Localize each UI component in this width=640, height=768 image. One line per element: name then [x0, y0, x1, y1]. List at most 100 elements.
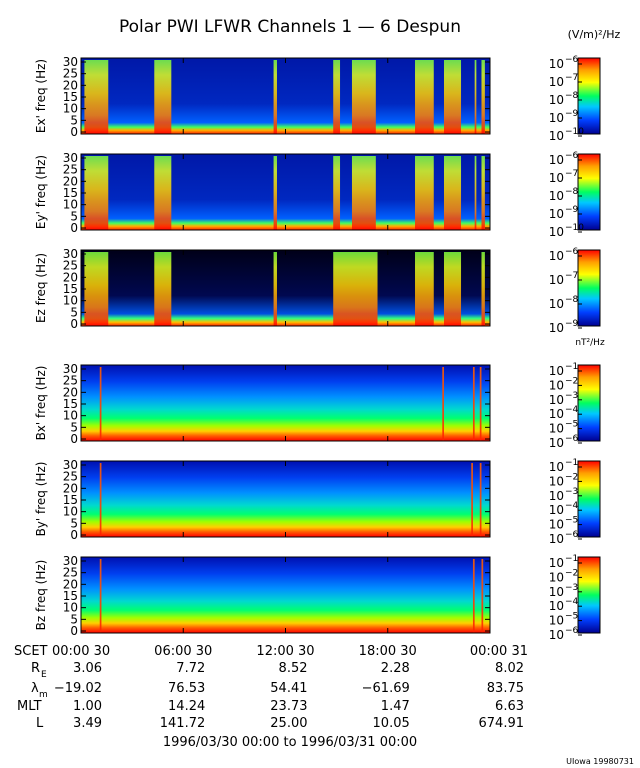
colorbar: [577, 153, 601, 231]
colorbar-tick-label: 10: [549, 93, 564, 107]
spectrogram-background: [81, 557, 490, 633]
y-tick-label: 30: [63, 554, 78, 568]
colorbar-tick-label: 10: [549, 153, 564, 167]
emission-burst-3: [479, 463, 482, 537]
emission-burst-7: [443, 156, 462, 230]
colorbar: [577, 57, 601, 135]
y-tick-label: 15: [63, 186, 78, 200]
ephemeris-mlt-value: 23.73: [270, 699, 307, 714]
y-axis-label: Bz freq (Hz): [34, 560, 48, 631]
y-tick-label: 10: [63, 601, 78, 615]
colorbar-tick-exponent: −5: [565, 612, 578, 622]
colorbar-tick-exponent: −3: [565, 583, 578, 593]
ephemeris-lambda_m-value: 76.53: [168, 681, 205, 696]
colorbar-tick-exponent: −7: [565, 271, 578, 281]
colorbar-tick-exponent: −2: [565, 472, 578, 482]
y-tick-label: 20: [63, 174, 78, 188]
emission-burst-3: [273, 156, 277, 230]
ephemeris-table: SCET R E λ m MLT L 00:00 30 06:00 30 12:00…: [14, 644, 528, 731]
y-tick-label: 0: [70, 221, 78, 235]
y-tick-label: 30: [63, 151, 78, 165]
colorbar: [577, 364, 601, 442]
colorbar-tick-label: 10: [549, 614, 564, 628]
y-tick-label: 25: [63, 374, 78, 388]
colorbar-tick-exponent: −2: [565, 568, 578, 578]
row-label-lambda-sub: m: [39, 690, 48, 700]
ephemeris-scet-value: 12:00 30: [256, 644, 314, 659]
colorbar-tick-exponent: −2: [565, 376, 578, 386]
colorbar-tick-label: 10: [549, 378, 564, 392]
y-tick-label: 5: [70, 305, 78, 319]
emission-burst-1: [99, 367, 102, 441]
credit-label: UIowa 19980731: [566, 757, 634, 766]
colorbar-tick-label: 10: [549, 75, 564, 89]
emission-burst-7: [443, 60, 462, 134]
colorbar-tick-label: 10: [549, 474, 564, 488]
y-tick-label: 20: [63, 577, 78, 591]
y-axis-label: By' freq (Hz): [34, 462, 48, 537]
colorbar-tick-exponent: −6: [565, 151, 579, 161]
y-tick-label: 25: [63, 163, 78, 177]
ephemeris-scet-value: 18:00 30: [359, 644, 417, 659]
colorbar-tick-label: 10: [549, 207, 564, 221]
ephemeris-mlt-value: 1.47: [381, 699, 410, 714]
y-tick-label: 0: [70, 528, 78, 542]
colorbar-tick-exponent: −5: [565, 516, 578, 526]
y-tick-label: 15: [63, 282, 78, 296]
emission-burst-1: [84, 252, 109, 326]
colorbar-tick-label: 10: [549, 57, 564, 71]
colorbar-tick-exponent: −6: [565, 55, 579, 65]
emission-burst-1: [84, 60, 109, 134]
emission-burst-9: [481, 60, 485, 134]
colorbar-tick-label: 10: [549, 321, 564, 335]
y-tick-label: 10: [63, 198, 78, 212]
ephemeris-re-value: 8.52: [279, 661, 308, 676]
emission-burst-1: [99, 463, 102, 537]
y-tick-label: 5: [70, 516, 78, 530]
y-tick-label: 20: [63, 270, 78, 284]
emission-burst-3: [472, 367, 475, 441]
colorbar-tick-label: 10: [549, 556, 564, 570]
emission-burst-5: [351, 60, 376, 134]
colorbar-tick-label: 10: [549, 111, 564, 125]
y-tick-label: 10: [63, 102, 78, 116]
emission-burst-6: [443, 252, 462, 326]
ephemeris-re-value: 2.28: [381, 661, 410, 676]
row-label-re-sub: E: [41, 670, 47, 680]
colorbar-tick-exponent: −8: [565, 91, 579, 101]
colorbar-tick-label: 10: [549, 171, 564, 185]
colorbar-tick-label: 10: [549, 189, 564, 203]
ephemeris-l-value: 3.49: [73, 716, 102, 731]
emission-burst-9: [481, 156, 485, 230]
colorbar-tick-label: 10: [549, 129, 564, 143]
colorbar-tick-label: 10: [549, 407, 564, 421]
figure-title: Polar PWI LFWR Channels 1 — 6 Despun: [119, 17, 461, 37]
colorbar-tick-label: 10: [549, 503, 564, 517]
y-tick-label: 15: [63, 589, 78, 603]
electric-units-label: (V/m)²/Hz: [568, 28, 621, 41]
emission-burst-6: [415, 60, 434, 134]
magnetic-units-label: nT²/Hz: [575, 338, 605, 348]
colorbar-tick-label: 10: [549, 273, 564, 287]
colorbar-tick-exponent: −5: [565, 420, 578, 430]
y-tick-label: 20: [63, 385, 78, 399]
colorbar-tick-label: 10: [549, 436, 564, 450]
y-axis-label: Ez freq (Hz): [34, 253, 48, 323]
y-axis-label: Ex' freq (Hz): [34, 59, 48, 133]
colorbar-tick-exponent: −8: [565, 187, 579, 197]
colorbar-tick-label: 10: [549, 570, 564, 584]
emission-burst-4: [333, 156, 341, 230]
emission-burst-4: [333, 252, 378, 326]
y-tick-label: 0: [70, 432, 78, 446]
y-tick-label: 5: [70, 420, 78, 434]
ephemeris-scet-value: 00:00 31: [470, 644, 528, 659]
colorbar-tick-exponent: −3: [565, 391, 578, 401]
y-tick-label: 25: [63, 566, 78, 580]
ephemeris-l-value: 674.91: [479, 716, 525, 731]
y-tick-label: 0: [70, 125, 78, 139]
spectrogram-background: [81, 461, 490, 537]
ephemeris-lambda_m-value: 54.41: [270, 681, 307, 696]
ephemeris-lambda_m-value: 83.75: [487, 681, 524, 696]
